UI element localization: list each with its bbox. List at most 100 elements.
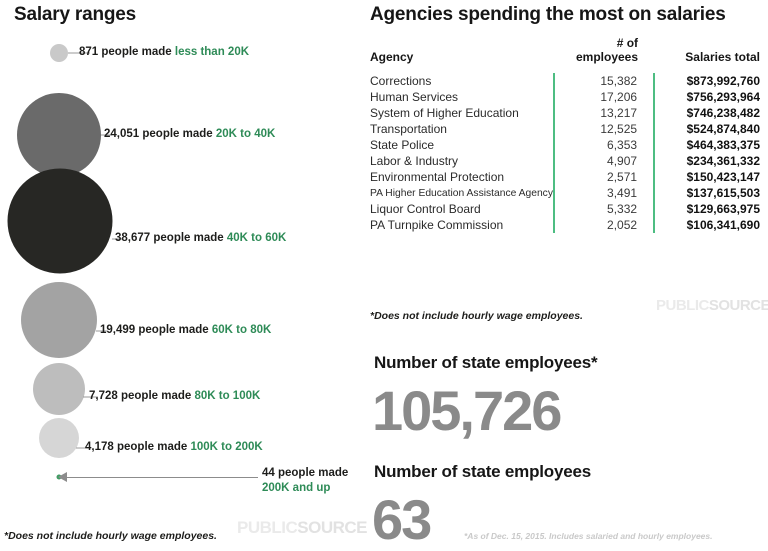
- cell-total: $106,341,690: [653, 217, 760, 233]
- bubble-count: 19,499: [100, 324, 136, 336]
- cell-employees: 3,491: [552, 185, 655, 201]
- cell-employees: 5,332: [552, 201, 655, 217]
- bubble-label: 7,728 people made 80K to 100K: [89, 389, 260, 403]
- bubble-label: 871 people made less than 20K: [79, 45, 249, 59]
- bubble-label: 38,677 people made 40K to 60K: [115, 231, 286, 245]
- bubble-count: 38,677: [115, 232, 151, 244]
- cell-total: $234,361,332: [653, 153, 760, 169]
- cell-total: $873,992,760: [653, 73, 760, 89]
- cell-employees: 2,571: [552, 169, 655, 185]
- table-row: Environmental Protection 2,571 $150,423,…: [370, 169, 760, 185]
- cell-total: $746,238,482: [653, 105, 760, 121]
- leader-line: [68, 52, 90, 54]
- stat-heading-1: Number of state employees*: [374, 353, 598, 372]
- table-row: Human Services 17,206 $756,293,964: [370, 89, 760, 105]
- cell-employees: 13,217: [552, 105, 655, 121]
- bubble-label: 19,499 people made 60K to 80K: [100, 323, 271, 337]
- leader-line: [112, 238, 123, 240]
- right-footnote: *Does not include hourly wage employees.: [370, 310, 583, 322]
- bubble-count: 7,728: [89, 390, 118, 402]
- arrow-bubble-count: 44 people made: [262, 467, 349, 479]
- bubble-count: 24,051: [104, 128, 140, 140]
- leader-line: [83, 396, 98, 398]
- bubble-count: 871: [79, 46, 99, 58]
- column-header-agency: Agency: [370, 50, 414, 64]
- cell-total: $150,423,147: [653, 169, 760, 185]
- table-row: Liquor Control Board 5,332 $129,663,975: [370, 201, 760, 217]
- bubble-count: 4,178: [85, 441, 114, 453]
- bubble-marker: [7, 168, 113, 274]
- asof-note: *As of Dec. 15, 2015. Includes salaried …: [464, 531, 713, 541]
- bubble-middle: people made: [113, 441, 191, 453]
- arrow-bubble-range: 200K and up: [262, 482, 331, 494]
- table-row: Corrections 15,382 $873,992,760: [370, 73, 760, 89]
- bubble-marker: [39, 418, 79, 458]
- bubble-label: 4,178 people made 100K to 200K: [85, 440, 263, 454]
- cell-agency: State Police: [370, 138, 435, 152]
- cell-total: $464,383,375: [653, 137, 760, 153]
- bubble-range: 80K to 100K: [194, 390, 261, 402]
- cell-total: $524,874,840: [653, 121, 760, 137]
- bubble-middle: people made: [117, 390, 195, 402]
- cell-agency: Human Services: [370, 90, 459, 104]
- bubble-range: 100K to 200K: [190, 441, 263, 453]
- logo-part-public: PUBLIC: [237, 518, 298, 537]
- publicsource-logo: PUBLICSOURCE: [656, 297, 768, 314]
- bubble-marker: [50, 44, 68, 62]
- cell-employees: 15,382: [552, 73, 655, 89]
- cell-agency: Liquor Control Board: [370, 202, 481, 216]
- table-row: Transportation 12,525 $524,874,840: [370, 121, 760, 137]
- logo-part-public: PUBLIC: [656, 297, 709, 314]
- table-row: System of Higher Education 13,217 $746,2…: [370, 105, 760, 121]
- bubble-marker: [33, 363, 85, 415]
- agencies-title: Agencies spending the most on salaries: [370, 4, 726, 25]
- logo-part-source: SOURCE: [297, 518, 368, 537]
- page-title: Salary ranges: [14, 4, 137, 25]
- column-header-total: Salaries total: [685, 50, 760, 64]
- table-header-row: Agency # of employees Salaries total: [370, 36, 760, 73]
- cell-agency: Environmental Protection: [370, 170, 505, 184]
- table-row: State Police 6,353 $464,383,375: [370, 137, 760, 153]
- table-row: Labor & Industry 4,907 $234,361,332: [370, 153, 760, 169]
- cell-total: $129,663,975: [653, 201, 760, 217]
- cell-total: $756,293,964: [653, 89, 760, 105]
- table-row: PA Turnpike Commission 2,052 $106,341,69…: [370, 217, 760, 233]
- bubble-range: 60K to 80K: [211, 324, 272, 336]
- bubble-middle: people made: [150, 232, 227, 244]
- leader-line: [76, 447, 91, 449]
- cell-agency: PA Turnpike Commission: [370, 218, 504, 232]
- leader-line: [101, 134, 112, 136]
- arrow-head-icon: [58, 472, 67, 482]
- salary-ranges-panel: Salary ranges 871 people made less than …: [0, 0, 368, 551]
- table-row: PA Higher Education Assistance Agency 3,…: [370, 185, 760, 201]
- bubble-middle: people made: [135, 324, 212, 336]
- bubble-label: 24,051 people made 20K to 40K: [104, 127, 275, 141]
- cell-employees: 6,353: [552, 137, 655, 153]
- cell-agency: Corrections: [370, 74, 432, 88]
- leader-line: [96, 330, 108, 332]
- cell-employees: 12,525: [552, 121, 655, 137]
- logo-part-source: SOURCE: [708, 297, 768, 314]
- cell-total: $137,615,503: [653, 185, 760, 201]
- agencies-table: Agency # of employees Salaries total Cor…: [370, 36, 760, 233]
- left-footnote: *Does not include hourly wage employees.: [4, 530, 217, 542]
- bubble-middle: people made: [98, 46, 175, 58]
- bubble-marker: [21, 282, 97, 358]
- cell-agency: Labor & Industry: [370, 154, 459, 168]
- bubble-range: 20K to 40K: [215, 128, 276, 140]
- arrow-bubble-label: 44 people made 200K and up: [262, 466, 348, 496]
- cell-agency: PA Higher Education Assistance Agency: [370, 187, 553, 199]
- cell-employees: 2,052: [552, 217, 655, 233]
- agencies-panel: Agencies spending the most on salaries A…: [360, 0, 768, 551]
- bubble-range: 40K to 60K: [226, 232, 287, 244]
- arrow-line: [62, 477, 258, 478]
- cell-agency: Transportation: [370, 122, 447, 136]
- stat-heading-2: Number of state employees: [374, 462, 592, 481]
- cell-employees: 17,206: [552, 89, 655, 105]
- column-header-employees: # of employees: [576, 36, 639, 64]
- stat-value-1: 105,726: [372, 379, 562, 442]
- cell-agency: System of Higher Education: [370, 106, 519, 120]
- publicsource-logo: PUBLICSOURCE: [237, 518, 368, 538]
- cell-employees: 4,907: [552, 153, 655, 169]
- bubble-middle: people made: [139, 128, 216, 140]
